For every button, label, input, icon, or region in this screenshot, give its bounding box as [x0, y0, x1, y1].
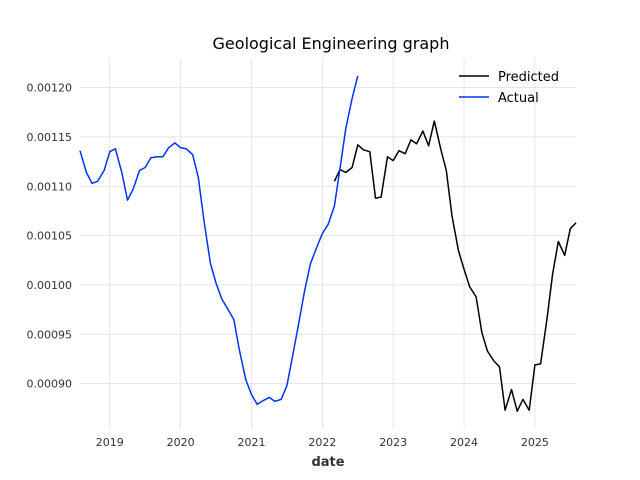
x-tick-label: 2019: [96, 436, 124, 449]
series-layer: [79, 75, 577, 412]
legend-label-predicted: Predicted: [498, 70, 559, 85]
legend-label-actual: Actual: [498, 91, 539, 106]
x-axis-label: date: [311, 455, 344, 470]
x-tick-label: 2023: [379, 436, 407, 449]
y-tick-label: 0.00090: [27, 378, 73, 391]
chart-title: Geological Engineering graph: [213, 34, 450, 53]
legend: Predicted Actual: [459, 70, 559, 106]
tick-labels: 2019 2020 2021 2022 2023 2024 2025 0.00090 0.000…: [27, 82, 549, 449]
x-tick-label: 2025: [521, 436, 549, 449]
x-tick-label: 2022: [308, 436, 336, 449]
series-line-predicted: [333, 120, 577, 412]
y-tick-label: 0.00115: [27, 131, 73, 144]
y-tick-label: 0.00095: [27, 328, 73, 341]
y-tick-label: 0.00100: [27, 279, 73, 292]
y-tick-label: 0.00105: [27, 230, 73, 243]
x-tick-label: 2024: [450, 436, 478, 449]
x-tick-label: 2020: [167, 436, 195, 449]
y-tick-label: 0.00120: [27, 82, 73, 95]
y-tick-label: 0.00110: [27, 180, 73, 193]
x-tick-label: 2021: [237, 436, 265, 449]
grid: [80, 58, 576, 428]
series-line-actual: [79, 75, 359, 406]
